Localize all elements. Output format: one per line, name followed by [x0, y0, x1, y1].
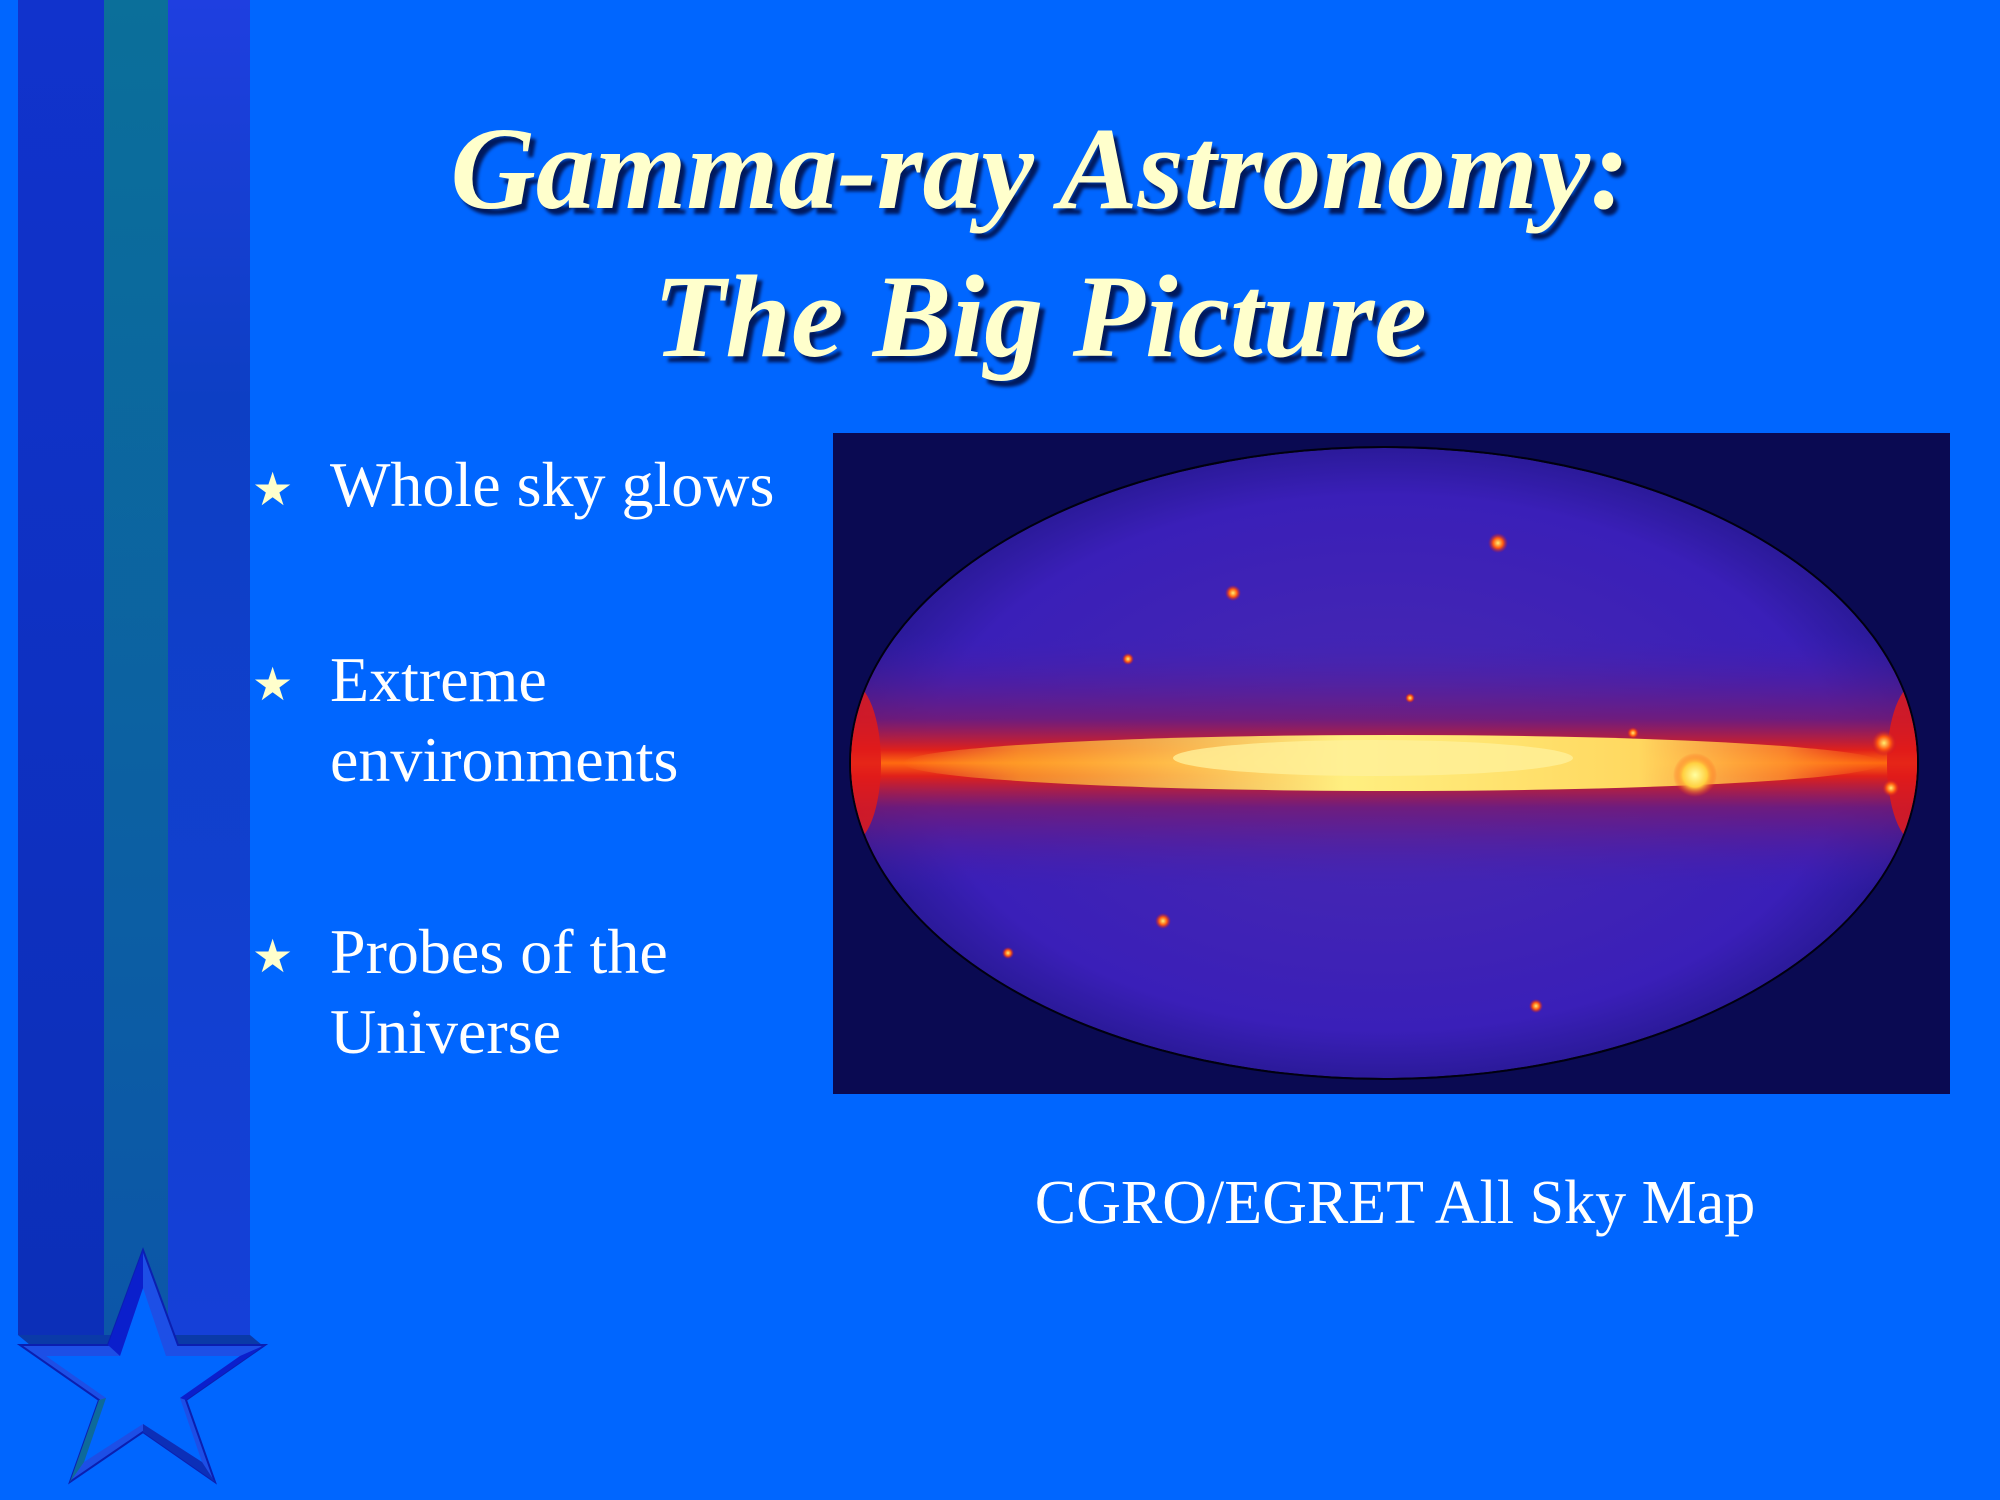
image-caption: CGRO/EGRET All Sky Map [1034, 1169, 1756, 1237]
bullet-text: Probes of the Universe [330, 916, 668, 1067]
star-icon: ★ [252, 931, 294, 982]
decorative-bars [16, 0, 269, 1485]
slide-title: Gamma-ray Astronomy: The Big Picture [300, 95, 1780, 391]
all-sky-map-image [833, 433, 1950, 1094]
bullet-text: Extreme environments [330, 644, 679, 795]
bullet-text: Whole sky glows [330, 449, 775, 520]
title-line-1: Gamma-ray Astronomy: [450, 103, 1630, 234]
star-icon: ★ [252, 659, 294, 710]
star-icon: ★ [252, 464, 294, 515]
title-line-2: The Big Picture [653, 251, 1427, 382]
decorative-star-icon [16, 1247, 269, 1485]
